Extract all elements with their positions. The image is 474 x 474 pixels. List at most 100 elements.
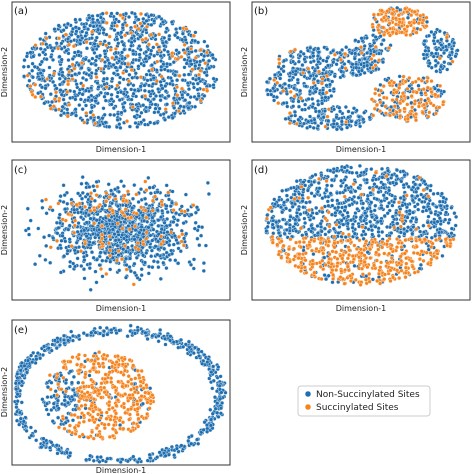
succinylated-point	[157, 32, 162, 37]
non-succinylated-point	[301, 205, 306, 210]
succinylated-point	[326, 107, 331, 112]
succinylated-point	[191, 203, 196, 208]
non-succinylated-point	[311, 53, 316, 59]
non-succinylated-point	[80, 175, 85, 180]
non-succinylated-point	[449, 205, 454, 210]
non-succinylated-point	[43, 31, 48, 36]
succinylated-point	[359, 192, 364, 197]
non-succinylated-point	[305, 188, 310, 193]
non-succinylated-point	[194, 97, 199, 102]
non-succinylated-point	[43, 257, 48, 262]
non-succinylated-point	[157, 106, 162, 111]
succinylated-point	[107, 34, 112, 39]
non-succinylated-point	[201, 268, 206, 273]
non-succinylated-point	[176, 50, 181, 55]
succinylated-point	[177, 73, 182, 78]
non-succinylated-point	[115, 117, 120, 122]
non-succinylated-point	[339, 69, 344, 74]
non-succinylated-point	[164, 266, 169, 271]
non-succinylated-point	[102, 112, 107, 117]
succinylated-point	[425, 79, 430, 84]
succinylated-point	[272, 77, 277, 83]
succinylated-point	[433, 111, 438, 116]
non-succinylated-point	[445, 67, 450, 72]
non-succinylated-point	[320, 91, 325, 96]
succinylated-point	[334, 250, 339, 255]
non-succinylated-point	[340, 73, 346, 78]
non-succinylated-point	[90, 56, 95, 61]
succinylated-point	[371, 12, 376, 17]
succinylated-point	[370, 24, 375, 30]
succinylated-point	[421, 102, 426, 107]
non-succinylated-point	[156, 265, 161, 270]
non-succinylated-point	[281, 69, 286, 74]
succinylated-point	[434, 255, 439, 260]
non-succinylated-point	[265, 213, 270, 218]
non-succinylated-point	[276, 224, 281, 229]
non-succinylated-point	[196, 76, 201, 81]
non-succinylated-point	[364, 35, 369, 40]
succinylated-point	[124, 23, 129, 28]
non-succinylated-point	[60, 104, 65, 109]
non-succinylated-point	[189, 62, 194, 67]
panel-a: (a) Dimension-1 Dimension-2	[0, 1, 231, 154]
non-succinylated-point	[443, 217, 448, 222]
non-succinylated-point	[394, 181, 399, 186]
non-succinylated-point	[147, 105, 152, 110]
non-succinylated-point	[441, 195, 446, 200]
non-succinylated-point	[127, 124, 132, 129]
succinylated-point	[154, 79, 159, 84]
non-succinylated-point	[52, 27, 57, 32]
succinylated-point	[357, 255, 362, 260]
non-succinylated-point	[137, 44, 142, 49]
non-succinylated-point	[39, 59, 44, 64]
non-succinylated-point	[321, 115, 326, 120]
non-succinylated-point	[91, 184, 96, 189]
succinylated-point	[135, 241, 140, 246]
non-succinylated-point	[379, 205, 384, 210]
succinylated-point	[123, 207, 128, 212]
non-succinylated-point	[147, 185, 152, 190]
non-succinylated-point	[98, 15, 103, 20]
non-succinylated-point	[411, 210, 416, 215]
non-succinylated-point	[100, 116, 105, 121]
succinylated-point	[94, 193, 99, 198]
non-succinylated-point	[295, 77, 300, 82]
non-succinylated-point	[210, 52, 215, 57]
non-succinylated-point	[62, 254, 67, 259]
non-succinylated-point	[414, 189, 419, 194]
succinylated-point	[69, 244, 74, 249]
non-succinylated-point	[152, 53, 157, 58]
non-succinylated-point	[107, 124, 112, 129]
succinylated-point	[312, 238, 317, 244]
non-succinylated-point	[163, 83, 168, 89]
non-succinylated-point	[24, 54, 29, 59]
non-succinylated-point	[51, 79, 56, 84]
non-succinylated-point	[121, 42, 126, 47]
non-succinylated-point	[76, 221, 81, 226]
succinylated-point	[387, 33, 393, 38]
non-succinylated-point	[409, 193, 415, 198]
non-succinylated-point	[44, 57, 49, 62]
non-succinylated-point	[86, 213, 91, 218]
succinylated-point	[324, 90, 329, 95]
succinylated-point	[330, 268, 335, 273]
succinylated-point	[104, 199, 109, 204]
non-succinylated-point	[141, 63, 146, 68]
non-succinylated-point	[274, 95, 279, 100]
non-succinylated-point	[100, 207, 105, 212]
succinylated-point	[428, 250, 433, 256]
non-succinylated-point	[66, 58, 71, 63]
succinylated-point	[367, 279, 372, 284]
non-succinylated-point	[284, 188, 289, 193]
non-succinylated-point	[78, 41, 83, 46]
non-succinylated-point	[172, 73, 178, 78]
non-succinylated-point	[439, 191, 444, 196]
non-succinylated-point	[158, 276, 163, 281]
non-succinylated-point	[346, 226, 351, 231]
panel-c-tag: (c)	[14, 165, 27, 176]
panel-b-tag: (b)	[254, 6, 268, 17]
non-succinylated-point	[294, 179, 299, 184]
non-succinylated-point	[96, 85, 101, 90]
non-succinylated-point	[389, 193, 395, 198]
